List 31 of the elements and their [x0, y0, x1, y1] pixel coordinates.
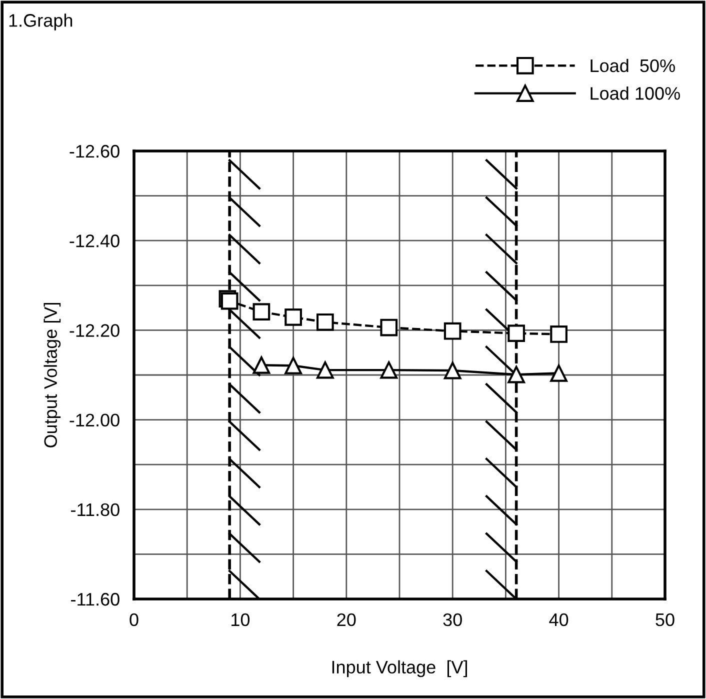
y-tick-label: -11.60 [71, 592, 120, 606]
y-tick-label: -12.60 [70, 144, 120, 158]
point [444, 362, 462, 380]
x-tick-label: 20 [337, 613, 356, 626]
y-tick-label: -12.20 [70, 324, 120, 337]
point [316, 361, 334, 379]
x-tick-label: 50 [656, 613, 674, 626]
x-tick-label: 30 [443, 613, 462, 626]
x-tick-label: 10 [232, 613, 250, 626]
y-tick-label: -12.00 [70, 414, 120, 427]
x-tick-label: 40 [549, 613, 568, 626]
point [508, 366, 526, 384]
point [380, 361, 398, 379]
chart-title: 1.Graph [9, 14, 72, 30]
point [316, 313, 334, 331]
point [508, 324, 526, 342]
point [550, 326, 568, 343]
text: Load 100% [590, 86, 680, 100]
point [380, 318, 398, 336]
x-axis-title: Input Voltage [V] [332, 660, 467, 678]
x-tick-label: 0 [130, 613, 138, 626]
point [252, 356, 270, 374]
point [444, 322, 462, 340]
text: Load 50% [590, 58, 675, 72]
point [284, 308, 302, 326]
y-axis-title: Output Voltage [V] [44, 303, 61, 448]
point [550, 364, 568, 382]
point [284, 356, 302, 374]
point [252, 303, 270, 321]
y-tick-label: -11.80 [71, 503, 120, 516]
y-tick-label: -12.40 [70, 234, 120, 248]
